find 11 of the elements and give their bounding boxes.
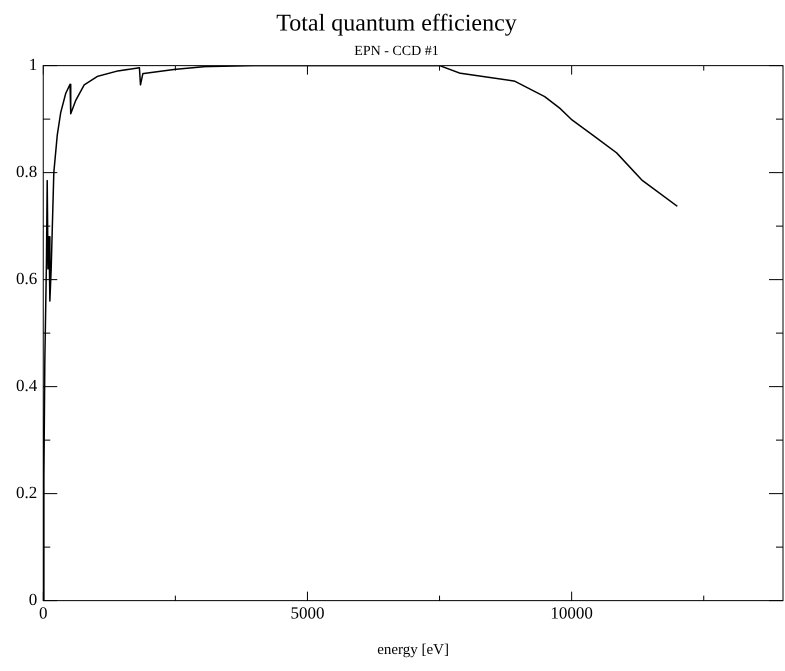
chart-title: Total quantum efficiency xyxy=(276,10,517,37)
y-tick-label: 0.4 xyxy=(16,376,38,396)
x-axis-title: energy [eV] xyxy=(377,642,450,658)
x-tick-label: 10000 xyxy=(550,603,593,622)
y-tick-label: 0.6 xyxy=(16,269,38,288)
y-tick-label: 0.2 xyxy=(16,483,38,502)
y-tick-label: 0 xyxy=(28,590,38,610)
chart-subtitle: EPN - CCD #1 xyxy=(354,44,439,59)
y-tick-label: 0.8 xyxy=(16,162,38,182)
x-tick-label: 5000 xyxy=(290,603,324,622)
y-tick-label: 1 xyxy=(28,55,38,74)
